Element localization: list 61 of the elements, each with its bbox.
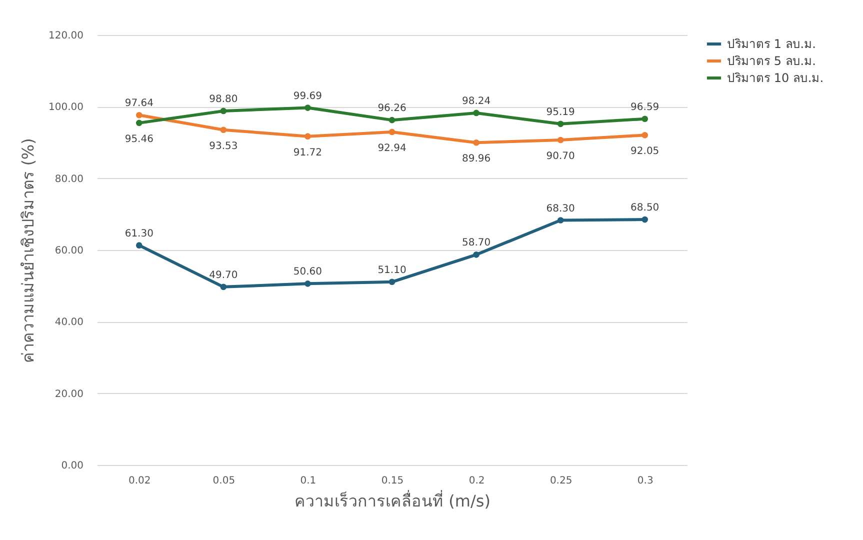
y-tick-label: 120.00: [48, 30, 84, 42]
x-tick-label: 0.15: [381, 476, 404, 486]
point: [642, 116, 648, 122]
data-label: 89.96: [462, 154, 491, 165]
point: [557, 136, 564, 144]
x-tick-label: 0.05: [212, 476, 236, 486]
point: [388, 128, 396, 136]
point: [642, 216, 648, 223]
data-label: 49.70: [209, 270, 238, 281]
data-label: 93.53: [209, 140, 238, 152]
point: [304, 133, 311, 140]
y-axis-title: ค่าความแม่นยำเชิงปริมาตร (%): [18, 138, 38, 363]
point: [136, 112, 142, 118]
data-label: 97.64: [124, 98, 154, 110]
x-axis-title: ความเร็วการเคลื่อนที่ (m/s): [294, 490, 490, 510]
point: [642, 132, 648, 138]
x-tick-label: 0.02: [128, 476, 151, 486]
data-label: 61.30: [124, 228, 154, 240]
point: [388, 278, 396, 286]
legend-label: ปริมาตร 5 ลบ.ม.: [727, 54, 816, 68]
data-label: 99.69: [293, 90, 322, 102]
data-label: 92.94: [378, 142, 406, 154]
x-tick-label: 0.3: [637, 476, 654, 486]
x-tick-label: 0.1: [300, 476, 316, 486]
point: [304, 280, 311, 287]
point: [473, 110, 480, 116]
y-tick-label: 100.00: [48, 102, 84, 114]
data-label: 96.59: [630, 102, 660, 113]
data-label: 51.10: [378, 264, 406, 276]
data-label: 98.80: [209, 94, 238, 105]
legend-label: ปริมาตร 10 ลบ.ม.: [727, 71, 824, 85]
data-label: 90.70: [546, 150, 575, 162]
point: [557, 217, 564, 224]
x-tick-label: 0.2: [468, 476, 485, 486]
point: [136, 242, 142, 248]
data-label: 68.50: [630, 202, 660, 214]
y-tick-label: 40.00: [54, 317, 84, 328]
point: [388, 116, 396, 124]
point: [220, 126, 227, 134]
x-tick-label: 0.25: [550, 476, 572, 486]
point: [304, 104, 311, 111]
point: [136, 120, 142, 126]
y-tick-label: 60.00: [54, 246, 84, 256]
point: [220, 108, 227, 114]
legend-label: ปริมาตร 1 ลบ.ม.: [727, 37, 816, 51]
data-label: 95.19: [546, 106, 575, 118]
data-label: 96.26: [378, 103, 406, 114]
data-label: 98.24: [462, 96, 491, 107]
y-tick-label: 80.00: [54, 174, 84, 185]
data-label: 95.46: [124, 134, 154, 145]
y-tick-label: 20.00: [54, 388, 84, 400]
data-label: 92.05: [630, 146, 660, 158]
data-label: 58.70: [462, 238, 491, 249]
y-tick-label: 0.00: [61, 460, 84, 472]
point: [473, 139, 480, 146]
point: [473, 252, 480, 258]
point: [557, 120, 564, 128]
point: [220, 284, 227, 290]
data-label: 68.30: [546, 203, 575, 214]
data-label: 50.60: [293, 266, 322, 278]
data-label: 91.72: [293, 147, 322, 158]
